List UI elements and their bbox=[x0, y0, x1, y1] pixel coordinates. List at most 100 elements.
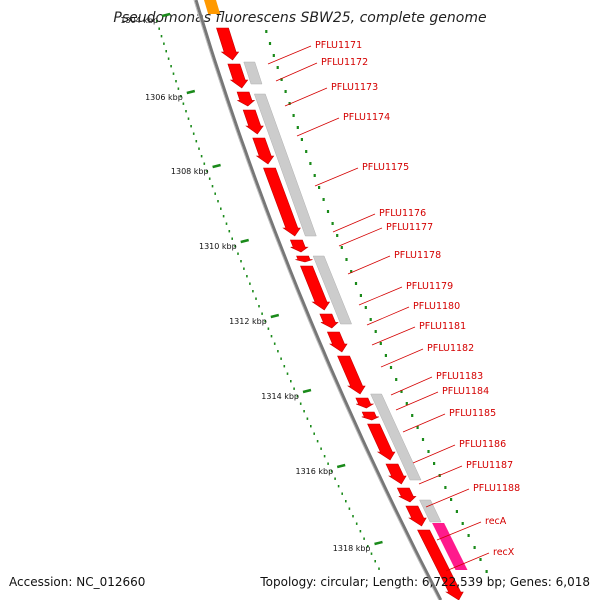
tick-dot bbox=[165, 50, 167, 53]
tick-dot bbox=[283, 365, 286, 368]
gene-arrow[interactable] bbox=[295, 255, 313, 263]
label-leader bbox=[296, 117, 340, 137]
tick-dot bbox=[252, 290, 254, 293]
gene-label[interactable]: PFLU1178 bbox=[394, 250, 441, 261]
gene-arrow[interactable] bbox=[216, 27, 240, 61]
kbp-label: 1314 kbp bbox=[261, 392, 299, 401]
tick-dash bbox=[485, 570, 488, 573]
gene-label[interactable]: PFLU1181 bbox=[419, 321, 466, 332]
tick-dash bbox=[326, 210, 330, 213]
tick-dot bbox=[163, 42, 165, 45]
gene-label[interactable]: PFLU1172 bbox=[321, 57, 368, 68]
gene-label[interactable]: recA bbox=[485, 516, 507, 527]
kbp-tick bbox=[186, 89, 196, 95]
tick-dash bbox=[359, 294, 362, 297]
gene-arrow[interactable] bbox=[361, 411, 379, 421]
highlight-gene[interactable] bbox=[432, 523, 468, 570]
gene-arrow[interactable] bbox=[367, 423, 396, 461]
gene-arrow[interactable] bbox=[263, 167, 301, 237]
gene-arrow[interactable] bbox=[396, 487, 417, 503]
tick-dot bbox=[255, 297, 257, 300]
gene-label[interactable]: PFLU1184 bbox=[442, 386, 489, 397]
gene-label[interactable]: PFLU1187 bbox=[466, 460, 513, 471]
gray-block bbox=[253, 93, 317, 237]
gene-label[interactable]: PFLU1186 bbox=[459, 439, 506, 450]
tick-dot bbox=[243, 267, 245, 270]
tick-dot bbox=[341, 492, 343, 495]
tick-dot bbox=[363, 537, 365, 540]
tick-dot bbox=[296, 395, 299, 398]
tick-dash bbox=[450, 498, 453, 501]
gene-arrow[interactable] bbox=[300, 265, 331, 311]
tick-dash bbox=[313, 174, 316, 177]
tick-dash bbox=[318, 186, 321, 189]
tick-dot bbox=[170, 65, 172, 68]
label-leader bbox=[275, 62, 318, 82]
label-leader bbox=[358, 286, 403, 306]
gene-arrows bbox=[204, 0, 468, 600]
gray-block bbox=[419, 499, 442, 523]
gene-arrow[interactable] bbox=[417, 529, 464, 600]
label-leader bbox=[332, 213, 376, 233]
gene-arrow[interactable] bbox=[236, 91, 256, 107]
tick-dash bbox=[411, 414, 414, 417]
gene-label[interactable]: PFLU1177 bbox=[386, 222, 433, 233]
gene-label[interactable]: recX bbox=[493, 547, 515, 558]
gene-arrow[interactable] bbox=[385, 463, 407, 485]
gene-arrow[interactable] bbox=[405, 505, 427, 527]
tick-dot bbox=[286, 372, 289, 375]
tick-dash bbox=[265, 30, 268, 33]
label-leader bbox=[371, 326, 416, 346]
gene-arrow[interactable] bbox=[242, 109, 264, 135]
tick-dot bbox=[222, 215, 225, 218]
kbp-label: 1318 kbp bbox=[333, 544, 371, 553]
tick-dot bbox=[190, 125, 192, 128]
gene-label[interactable]: PFLU1180 bbox=[413, 301, 460, 312]
tick-dash bbox=[288, 102, 291, 105]
gene-label[interactable]: PFLU1175 bbox=[362, 162, 409, 173]
gene-label[interactable]: PFLU1179 bbox=[406, 281, 453, 292]
tick-dot bbox=[234, 245, 236, 248]
gene-label[interactable]: PFLU1185 bbox=[449, 408, 496, 419]
tick-dash bbox=[300, 138, 303, 141]
gene-arrow[interactable] bbox=[289, 239, 309, 253]
backbone-inner-line bbox=[193, 0, 440, 600]
gene-arrow[interactable] bbox=[326, 331, 348, 353]
tick-dot bbox=[192, 132, 195, 135]
kbp-tick bbox=[336, 463, 346, 469]
gene-arrow[interactable] bbox=[355, 397, 375, 409]
tick-dot bbox=[378, 567, 380, 570]
tick-dot bbox=[320, 447, 322, 450]
gene-label[interactable]: PFLU1171 bbox=[315, 40, 362, 51]
tick-dot bbox=[198, 147, 200, 150]
tick-dot bbox=[352, 515, 354, 518]
gene-label[interactable]: PFLU1188 bbox=[473, 483, 520, 494]
gene-label[interactable]: PFLU1182 bbox=[427, 343, 474, 354]
kbp-tick bbox=[161, 12, 171, 18]
tick-dash bbox=[427, 450, 430, 453]
kbp-label: 1316 kbp bbox=[295, 467, 333, 476]
tick-dash bbox=[433, 462, 436, 465]
gene-arrow[interactable] bbox=[252, 137, 275, 165]
gene-label[interactable]: PFLU1183 bbox=[436, 371, 483, 382]
tick-dot bbox=[370, 552, 373, 555]
gene-label[interactable]: PFLU1174 bbox=[343, 112, 390, 123]
tick-dash bbox=[305, 150, 308, 153]
gene-arrow[interactable] bbox=[319, 313, 339, 329]
label-leader bbox=[267, 45, 312, 65]
tick-dot bbox=[277, 350, 279, 353]
tick-dot bbox=[214, 192, 216, 195]
gene-arrow[interactable] bbox=[227, 63, 249, 89]
label-leader bbox=[402, 413, 446, 433]
gene-arrow[interactable] bbox=[337, 355, 366, 395]
tick-dot bbox=[206, 170, 208, 173]
tick-dot bbox=[160, 35, 163, 38]
gene-label[interactable]: PFLU1176 bbox=[379, 208, 426, 219]
tick-dot bbox=[172, 72, 175, 75]
gene-label[interactable]: PFLU1173 bbox=[331, 82, 378, 93]
tick-dot bbox=[158, 27, 160, 30]
tick-dash bbox=[276, 66, 279, 69]
tick-dot bbox=[167, 57, 170, 60]
label-leader bbox=[347, 255, 391, 275]
